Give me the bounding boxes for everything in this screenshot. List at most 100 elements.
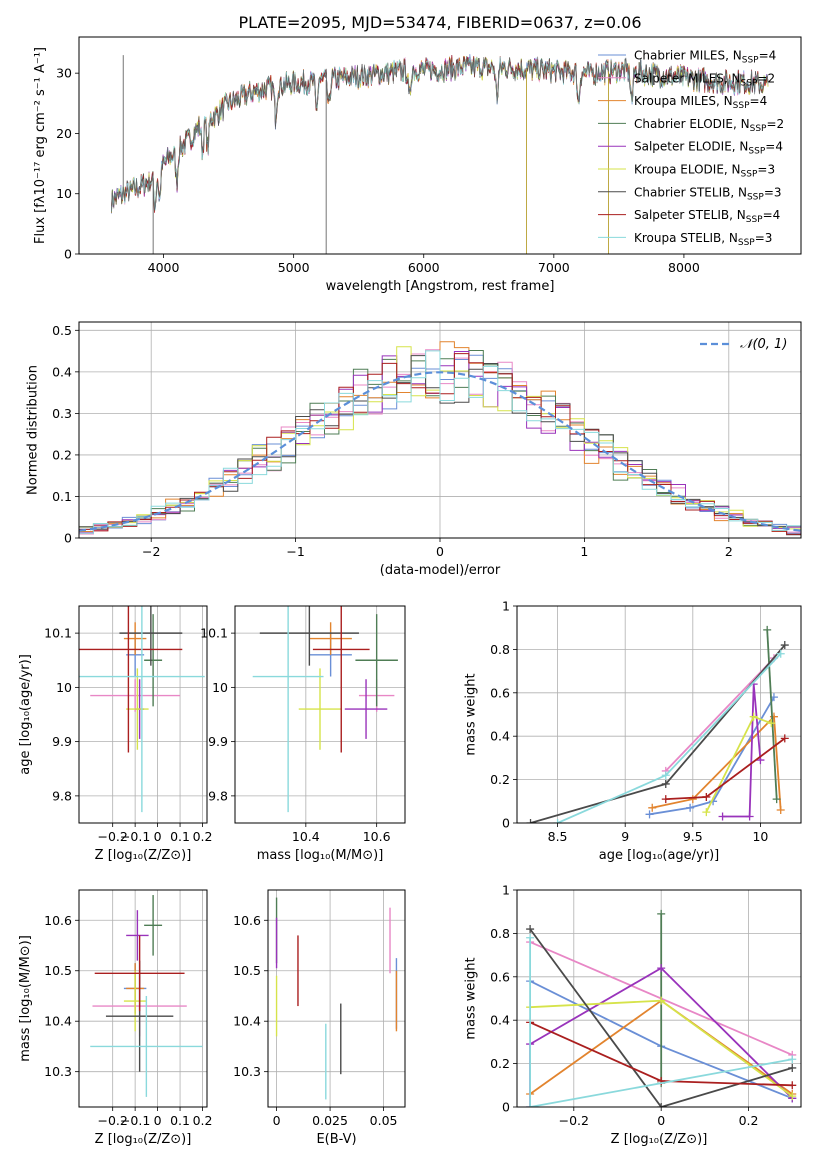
y-tick-label: 30 [56, 66, 72, 81]
y-tick-label: 0.8 [490, 926, 510, 941]
axes-frame [78, 321, 802, 539]
x-tick-label: 9.5 [683, 829, 703, 844]
y-tick-label: 10.3 [44, 1064, 72, 1079]
weight-point-marker [526, 1103, 535, 1107]
weight-point-marker [763, 625, 772, 634]
y-tick-label: 0.3 [52, 406, 72, 421]
weight-point-marker [788, 1063, 797, 1072]
y-tick-label: 10.3 [233, 1064, 261, 1079]
x-tick-label: 0.1 [170, 1113, 190, 1128]
y-axis-label: mass [log₁₀(M/M⊙)] [18, 935, 33, 1062]
clipped-group [79, 606, 205, 813]
x-tick-label: 7000 [538, 260, 570, 275]
x-tick-label: 9 [621, 829, 629, 844]
y-tick-label: 0.2 [490, 772, 510, 787]
y-tick-label: 0.6 [490, 685, 510, 700]
y-tick-label: 0.2 [490, 1056, 510, 1071]
clipped-group [79, 341, 801, 538]
axes-frame [516, 889, 802, 1108]
legend-label: Chabrier MILES, NSSP=4 [634, 49, 776, 66]
y-tick-label: 10 [56, 680, 72, 695]
weight-point-marker [657, 1103, 666, 1107]
x-tick-label: 0 [657, 1113, 665, 1128]
y-tick-label: 9.8 [52, 788, 72, 803]
weight-series-line [529, 937, 793, 1107]
y-tick-label: 0.5 [52, 323, 72, 338]
x-tick-label: 0 [154, 1113, 162, 1128]
weight-point-marker [772, 795, 781, 804]
legend-label: Salpeter STELIB, NSSP=4 [634, 208, 780, 225]
legend-label-value: =4 [765, 140, 783, 154]
weight-point-marker [788, 1081, 797, 1090]
x-tick-label: 10.4 [292, 829, 320, 844]
weight-series-line [766, 629, 778, 800]
legend-label-value: =3 [755, 231, 773, 245]
axes-frame [78, 605, 208, 824]
legend-label-text: Salpeter ELODIE, N [634, 140, 748, 154]
legend-label: Kroupa STELIB, NSSP=3 [634, 231, 772, 248]
legend-label-text: Chabrier ELODIE, N [634, 117, 750, 131]
y-axis-label: Flux [fλ10⁻¹⁷ erg cm⁻² s⁻¹ A⁻¹] [33, 47, 48, 244]
clipped-group [252, 606, 398, 813]
weight-point-marker [645, 810, 654, 819]
x-axis-label: Z [log₁₀(Z/Z⊙)] [95, 1132, 192, 1147]
weight-point-marker [749, 712, 758, 721]
x-tick-label: 6000 [408, 260, 440, 275]
y-tick-label: 0 [502, 1100, 510, 1115]
x-tick-label: 0.05 [370, 1113, 398, 1128]
axes-frame [78, 889, 208, 1108]
y-tick-label: 1 [502, 883, 510, 898]
y-tick-label: 10.6 [233, 913, 261, 928]
x-tick-label: −0.2 [559, 1113, 589, 1128]
y-tick-label: 10.5 [233, 963, 261, 978]
weight-point-marker [661, 779, 670, 788]
axes-frame [516, 605, 802, 824]
legend-label-value: =4 [763, 208, 781, 222]
weight-point-marker [661, 795, 670, 804]
x-tick-label: 0 [154, 829, 162, 844]
legend-label-sub: SSP [738, 238, 755, 248]
y-tick-label: 0.1 [52, 489, 72, 504]
legend-label-value: =2 [757, 71, 775, 85]
legend-label: 𝒩(0, 1) [740, 337, 787, 352]
x-tick-label: −1 [286, 544, 304, 559]
x-tick-label: 0.2 [193, 1113, 213, 1128]
x-axis-label: Z [log₁₀(Z/Z⊙)] [95, 848, 192, 863]
x-axis-label: wavelength [Angstrom, rest frame] [326, 279, 555, 294]
weight-series-line [529, 928, 793, 1107]
legend-label-sub: SSP [748, 147, 765, 157]
legend-label-sub: SSP [747, 192, 764, 202]
legend-label-sub: SSP [742, 56, 759, 66]
y-tick-label: 10.1 [44, 626, 72, 641]
clipped-group [526, 625, 789, 823]
x-tick-label: −2 [142, 544, 160, 559]
axes-frame [234, 605, 406, 824]
clipped-group [526, 909, 797, 1107]
y-tick-label: 20 [56, 126, 72, 141]
legend-label-value: =3 [757, 163, 775, 177]
weight-point-marker [526, 819, 535, 823]
clipped-group [111, 54, 769, 254]
weight-point-marker [702, 792, 711, 801]
weight-point-marker [702, 808, 711, 817]
legend-label: Salpeter ELODIE, NSSP=4 [634, 140, 783, 157]
legend-label: Chabrier STELIB, NSSP=3 [634, 185, 782, 202]
y-axis-label: mass weight [464, 673, 479, 755]
weight-point-marker [776, 805, 785, 814]
figure-title: PLATE=2095, MJD=53474, FIBERID=0637, z=0… [238, 13, 641, 32]
legend-label-text: Salpeter STELIB, N [634, 208, 746, 222]
legend-label: Chabrier ELODIE, NSSP=2 [634, 117, 784, 134]
x-tick-label: 1 [580, 544, 588, 559]
x-tick-label: −0.2 [98, 829, 128, 844]
legend-label-value: =4 [759, 49, 777, 63]
y-tick-label: 10 [212, 680, 228, 695]
legend-label-value: =3 [764, 185, 782, 199]
x-axis-label: age [log₁₀(age/yr)] [599, 848, 720, 863]
y-tick-label: 0.8 [490, 642, 510, 657]
x-tick-label: 0.1 [170, 829, 190, 844]
y-tick-label: 0.6 [490, 969, 510, 984]
weight-point-marker [526, 933, 535, 942]
